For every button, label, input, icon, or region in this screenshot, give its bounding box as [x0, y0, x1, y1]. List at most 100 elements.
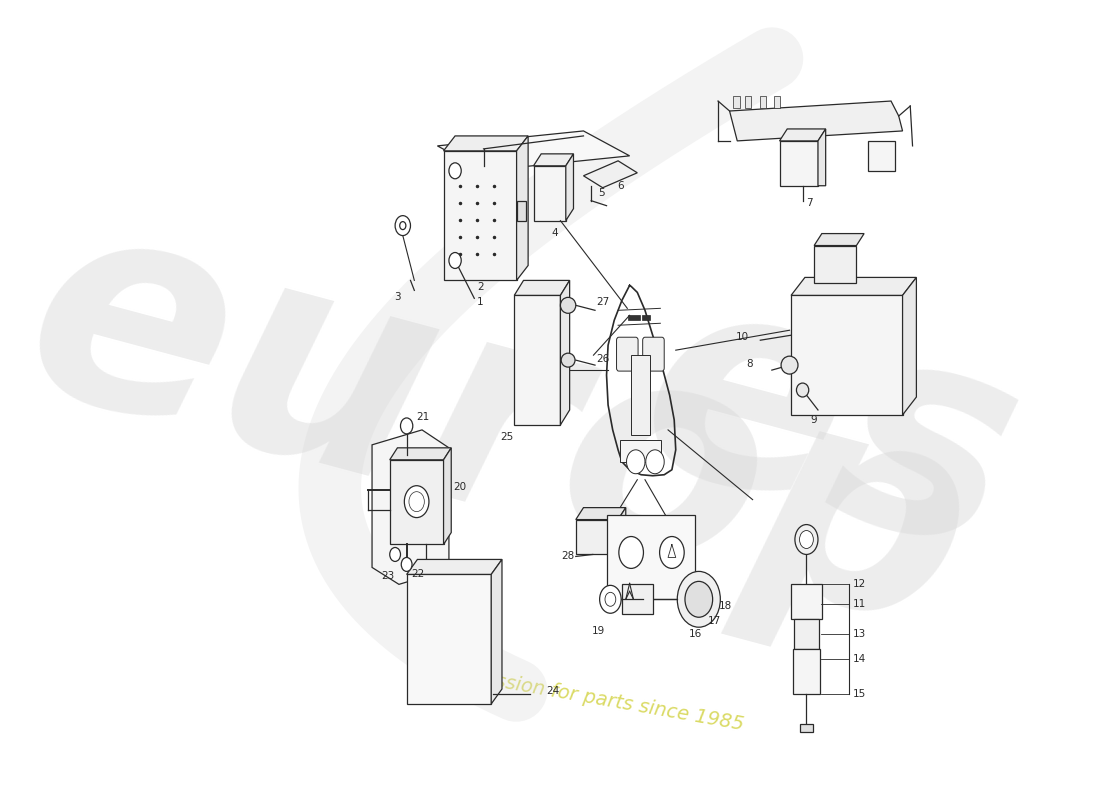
Text: 21: 21: [416, 412, 429, 422]
Text: 9: 9: [811, 415, 817, 425]
Circle shape: [660, 537, 684, 569]
Polygon shape: [560, 281, 570, 425]
Text: 18: 18: [719, 602, 733, 611]
Text: 1: 1: [477, 298, 484, 307]
Circle shape: [449, 163, 461, 178]
Bar: [631, 355, 650, 435]
Text: 5: 5: [597, 188, 605, 198]
Bar: [575, 519, 618, 554]
Circle shape: [402, 558, 412, 571]
Bar: [791, 584, 822, 619]
Bar: [407, 574, 492, 704]
Circle shape: [399, 222, 406, 230]
Bar: [794, 619, 818, 649]
Polygon shape: [534, 154, 573, 166]
Bar: [801, 724, 813, 732]
Text: 23: 23: [381, 571, 394, 582]
FancyBboxPatch shape: [642, 338, 664, 371]
Bar: [628, 315, 640, 320]
Bar: [621, 584, 652, 614]
Text: 14: 14: [852, 654, 866, 664]
Circle shape: [627, 450, 645, 474]
Polygon shape: [443, 448, 451, 545]
Polygon shape: [818, 129, 826, 186]
Bar: [642, 315, 650, 320]
Text: es: es: [614, 245, 1045, 614]
Text: 2: 2: [477, 282, 484, 292]
Text: 22: 22: [411, 570, 425, 579]
Circle shape: [389, 547, 400, 562]
Bar: [780, 141, 818, 186]
Circle shape: [795, 525, 818, 554]
Circle shape: [449, 253, 461, 269]
Ellipse shape: [781, 356, 798, 374]
Circle shape: [619, 537, 644, 569]
Text: 10: 10: [736, 332, 749, 342]
Circle shape: [678, 571, 721, 627]
Circle shape: [395, 216, 410, 235]
Polygon shape: [618, 508, 626, 554]
Circle shape: [800, 530, 813, 549]
Polygon shape: [583, 161, 637, 188]
Bar: [814, 246, 857, 283]
Bar: [517, 201, 526, 221]
Text: 12: 12: [852, 579, 866, 590]
Text: 19: 19: [592, 626, 605, 636]
Polygon shape: [443, 136, 528, 151]
Polygon shape: [729, 101, 903, 141]
Bar: [791, 295, 903, 415]
Text: 7: 7: [806, 198, 813, 208]
Text: 26: 26: [596, 354, 609, 364]
Polygon shape: [515, 281, 570, 295]
Text: 4: 4: [552, 227, 559, 238]
Text: 3: 3: [394, 292, 400, 302]
Circle shape: [405, 486, 429, 518]
Circle shape: [646, 450, 664, 474]
Bar: [745, 96, 751, 108]
Circle shape: [409, 492, 425, 512]
Text: 25: 25: [500, 432, 514, 442]
Bar: [868, 141, 895, 170]
Text: 16: 16: [689, 629, 702, 639]
Text: europ: europ: [0, 169, 999, 690]
Polygon shape: [407, 559, 502, 574]
Text: 28: 28: [561, 551, 574, 562]
Polygon shape: [903, 278, 916, 415]
Polygon shape: [780, 129, 826, 141]
Ellipse shape: [561, 353, 575, 367]
Circle shape: [400, 418, 412, 434]
Circle shape: [685, 582, 713, 618]
Bar: [389, 460, 443, 545]
Text: 8: 8: [746, 359, 752, 369]
Text: 24: 24: [546, 686, 559, 696]
Bar: [774, 96, 780, 108]
Ellipse shape: [560, 298, 575, 314]
Polygon shape: [565, 154, 573, 221]
Polygon shape: [492, 559, 502, 704]
Polygon shape: [438, 131, 629, 170]
Polygon shape: [517, 136, 528, 281]
Bar: [443, 151, 517, 281]
Text: a passion for parts since 1985: a passion for parts since 1985: [452, 664, 746, 734]
Circle shape: [605, 592, 616, 606]
Bar: [619, 440, 661, 462]
Circle shape: [600, 586, 621, 614]
Text: 6: 6: [617, 181, 624, 190]
Bar: [534, 166, 565, 221]
Bar: [760, 96, 767, 108]
Text: 27: 27: [596, 298, 609, 307]
Text: 11: 11: [852, 599, 866, 610]
Bar: [606, 514, 695, 599]
FancyBboxPatch shape: [616, 338, 638, 371]
Ellipse shape: [796, 383, 808, 397]
Text: 13: 13: [852, 629, 866, 639]
Text: 20: 20: [453, 482, 466, 492]
Polygon shape: [814, 234, 865, 246]
Polygon shape: [389, 448, 451, 460]
Polygon shape: [372, 430, 449, 584]
Bar: [515, 295, 560, 425]
Bar: [793, 649, 821, 694]
Text: 15: 15: [852, 689, 866, 699]
Polygon shape: [791, 278, 916, 295]
Polygon shape: [575, 508, 626, 519]
